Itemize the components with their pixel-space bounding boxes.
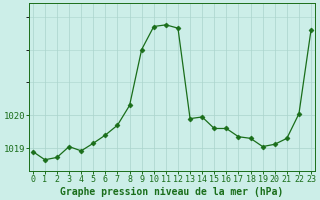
X-axis label: Graphe pression niveau de la mer (hPa): Graphe pression niveau de la mer (hPa) [60, 186, 284, 197]
